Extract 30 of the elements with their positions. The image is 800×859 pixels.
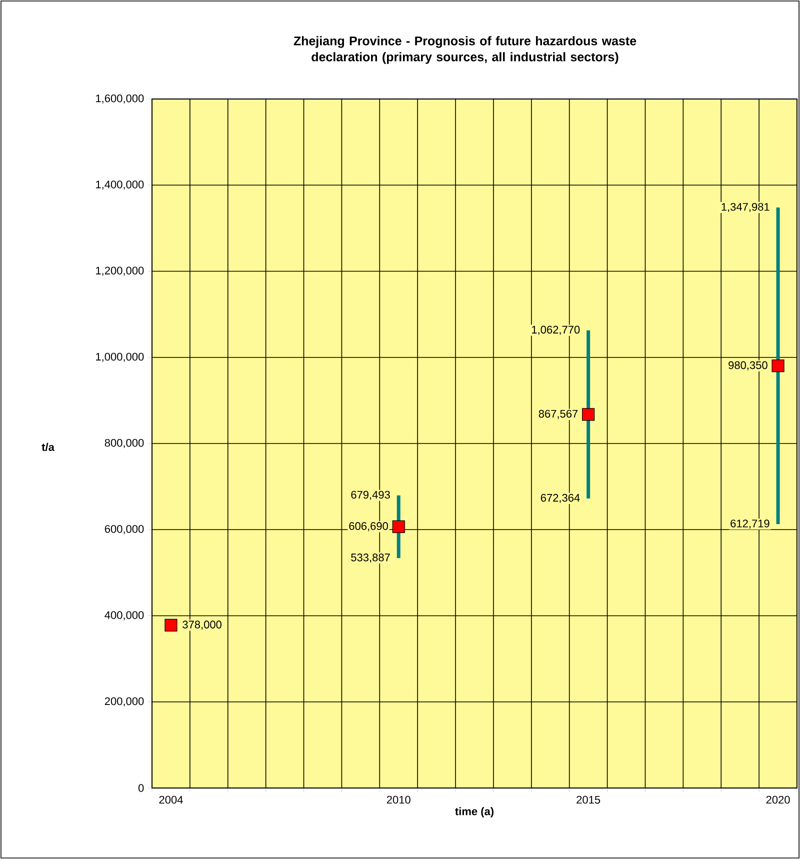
y-tick-label: 1,000,000: [96, 352, 144, 362]
x-tick-label: 2015: [576, 796, 600, 804]
annotation: 533,887: [351, 554, 390, 563]
x-axis-title: time (a): [455, 807, 494, 818]
annotation: 672,364: [540, 494, 580, 503]
y-tick-label: 600,000: [104, 525, 144, 534]
annotation: 612,719: [730, 520, 770, 529]
y-axis-title: t/a: [42, 442, 54, 452]
data-label: 378,000: [182, 620, 222, 630]
annotation: 679,493: [351, 490, 390, 500]
data-label: 606,690: [349, 522, 388, 532]
data-label: 867,567: [538, 410, 578, 419]
y-tick-label: 1,200,000: [96, 266, 144, 276]
y-tick-label: 0: [138, 784, 144, 792]
chart-title: Zhejiang Province - Prognosis of future hazardous waste declaration (primary sources, all industrial sectors): [294, 36, 636, 64]
annotation: 1,347,981: [722, 202, 770, 212]
data-label: 980,350: [728, 361, 768, 370]
x-tick-label: 2010: [386, 796, 410, 804]
point: [582, 408, 595, 421]
annotation: 1,062,770: [532, 326, 580, 335]
y-tick-label: 800,000: [104, 438, 144, 448]
y-tick-label: 400,000: [104, 611, 144, 620]
point: [164, 618, 178, 632]
y-tick-label: 1,600,000: [96, 94, 144, 104]
point: [772, 360, 784, 372]
y-tick-label: 1,400,000: [96, 180, 144, 190]
point: [392, 520, 405, 534]
x-tick-label: 2004: [159, 796, 183, 804]
y-tick-label: 200,000: [104, 697, 144, 706]
x-tick-label: 2020: [766, 796, 790, 804]
